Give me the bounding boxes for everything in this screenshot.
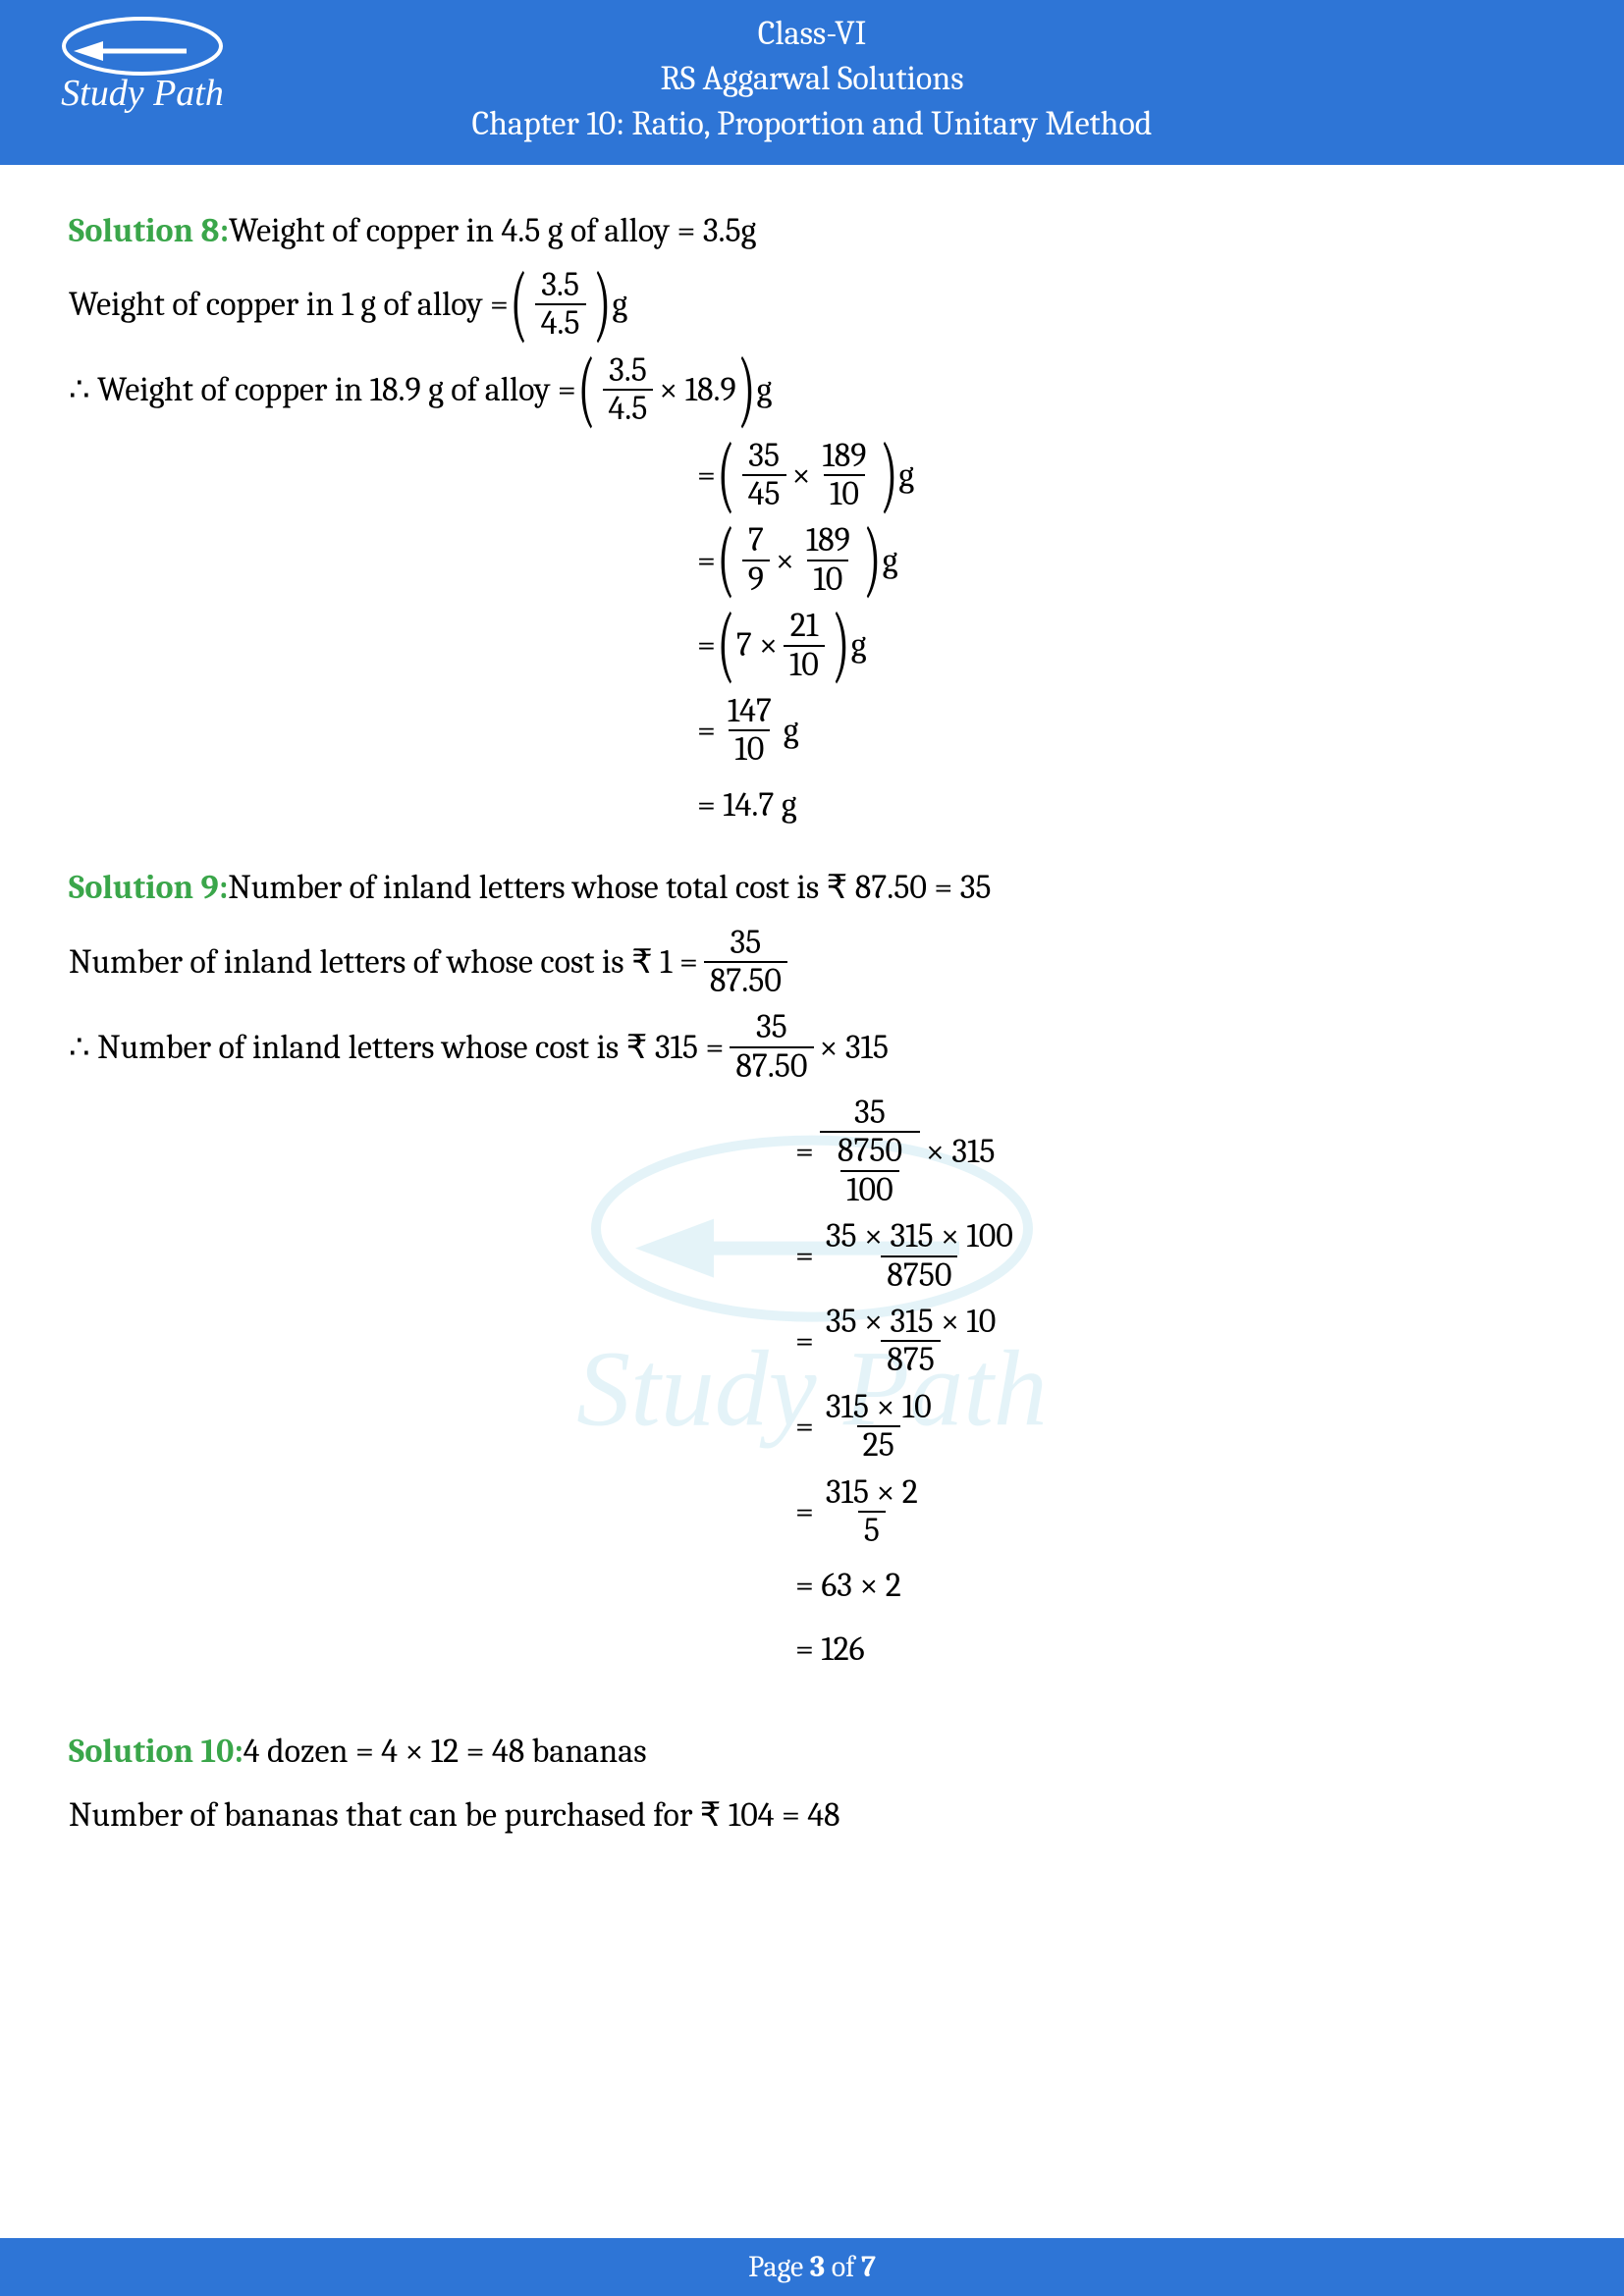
paren-left-icon: (: [717, 612, 734, 679]
sol9-step7: = 63 × 2: [795, 1559, 1555, 1612]
sol8-text2: Weight of copper in 1 g of alloy =: [69, 278, 509, 331]
fraction: 35 8750 100: [820, 1095, 920, 1208]
fraction: 7 9: [742, 522, 770, 598]
solution-8-label: Solution 8:: [69, 204, 229, 257]
sol9-step8: = 126: [795, 1623, 1555, 1676]
page-total: 7: [861, 2250, 876, 2284]
sol9-line3: ∴ Number of inland letters whose cost is…: [69, 1009, 1555, 1085]
paren-left-icon: (: [717, 526, 734, 594]
svg-text:Study Path: Study Path: [61, 73, 224, 114]
paren-left-icon: (: [510, 271, 527, 339]
sol8-text1: Weight of copper in 4.5 g of alloy = 3.5…: [229, 204, 756, 257]
sol8-line2: Weight of copper in 1 g of alloy = ( 3.5…: [69, 267, 1555, 343]
paren-right-icon: ): [737, 356, 755, 424]
sol9-step3: = 35 × 315 × 100 8750: [795, 1218, 1555, 1294]
solution-9-label: Solution 9:: [69, 861, 228, 914]
sol8-step5: = 147 10 g: [697, 693, 1555, 769]
sol8-step4: = ( 7 × 21 10 ) g: [697, 608, 1555, 683]
fraction: 35 × 315 × 100 8750: [820, 1218, 1019, 1294]
solution-10-line1: Solution 10: 4 dozen = 4 × 12 = 48 banan…: [69, 1725, 1555, 1778]
page-footer: Page 3 of 7: [0, 2238, 1624, 2296]
fraction: 35 87.50: [730, 1009, 813, 1085]
fraction: 3.5 4.5: [603, 352, 654, 428]
fraction: 35 45: [742, 438, 786, 513]
study-path-logo: Study Path: [29, 12, 255, 120]
sol9-step6: = 315 × 2 5: [795, 1474, 1555, 1550]
solution-9-line1: Solution 9: Number of inland letters who…: [69, 861, 1555, 914]
sol9-step5: = 315 × 10 25: [795, 1389, 1555, 1465]
solution-10-line2: Number of bananas that can be purchased …: [69, 1789, 1555, 1842]
fraction: 3.5 4.5: [535, 267, 586, 343]
fraction: 189 10: [816, 438, 872, 513]
fraction: 35 × 315 × 10 875: [820, 1304, 1001, 1379]
solution-10-label: Solution 10:: [69, 1725, 244, 1778]
sol8-result: = 14.7 g: [697, 778, 1555, 831]
fraction: 315 × 2 5: [820, 1474, 924, 1550]
paren-right-icon: ): [880, 442, 897, 509]
paren-left-icon: (: [577, 356, 595, 424]
paren-right-icon: ): [863, 526, 881, 594]
sol8-step2: = ( 35 45 × 189 10 ) g: [697, 438, 1555, 513]
paren-left-icon: (: [717, 442, 734, 509]
sol9-line2: Number of inland letters of whose cost i…: [69, 925, 1555, 1000]
fraction: 147 10: [722, 693, 778, 769]
paren-right-icon: ): [832, 612, 849, 679]
nested-fraction: 8750 100: [832, 1133, 908, 1208]
fraction: 21 10: [784, 608, 825, 683]
fraction: 315 × 10 25: [820, 1389, 938, 1465]
page-number: 3: [810, 2250, 825, 2284]
paren-right-icon: ): [593, 271, 611, 339]
solution-8-line1: Solution 8: Weight of copper in 4.5 g of…: [69, 204, 1555, 257]
sol8-step3: = ( 7 9 × 189 10 ) g: [697, 522, 1555, 598]
sol9-step4: = 35 × 315 × 10 875: [795, 1304, 1555, 1379]
page-content: Solution 8: Weight of copper in 4.5 g of…: [0, 165, 1624, 1842]
sol9-step2: = 35 8750 100 × 315: [795, 1095, 1555, 1208]
page-header: Study Path Class-VI RS Aggarwal Solution…: [0, 0, 1624, 165]
sol8-line3: ∴ Weight of copper in 18.9 g of alloy = …: [69, 352, 1555, 428]
fraction: 35 87.50: [704, 925, 787, 1000]
fraction: 189 10: [800, 522, 856, 598]
